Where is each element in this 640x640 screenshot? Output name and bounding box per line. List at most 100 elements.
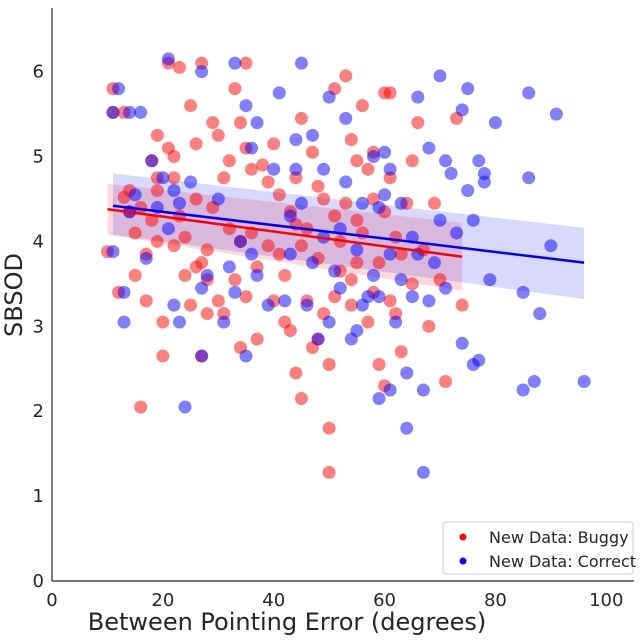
data-point (245, 141, 259, 155)
data-point (200, 243, 214, 257)
data-point (239, 349, 253, 363)
data-point (433, 69, 447, 83)
data-point (339, 69, 353, 83)
data-point (289, 162, 303, 176)
data-point (134, 105, 148, 119)
data-point (361, 162, 375, 176)
data-point (250, 332, 264, 346)
data-point (300, 298, 314, 312)
y-tick-label: 2 (33, 401, 44, 422)
data-point (112, 82, 126, 96)
data-point (400, 366, 414, 380)
data-point (233, 116, 247, 130)
data-point (350, 243, 364, 257)
data-point (167, 239, 181, 253)
data-point (394, 247, 408, 261)
data-point (383, 247, 397, 261)
data-point (372, 358, 386, 372)
data-point (228, 273, 242, 287)
data-point (289, 133, 303, 147)
data-point (577, 375, 591, 389)
data-point (361, 315, 375, 329)
data-point (350, 324, 364, 338)
data-point (106, 245, 120, 259)
data-point (167, 298, 181, 312)
data-point (461, 184, 475, 198)
data-point (189, 192, 203, 206)
data-point (394, 273, 408, 287)
data-point (317, 162, 331, 176)
data-point (372, 290, 386, 304)
data-point (178, 230, 192, 244)
data-point (117, 285, 131, 299)
data-point (211, 128, 225, 142)
data-point (222, 154, 236, 168)
y-tick-label: 5 (33, 147, 44, 168)
data-point (128, 226, 142, 240)
data-point (250, 116, 264, 130)
data-point (283, 209, 297, 223)
data-point (178, 400, 192, 414)
data-point (378, 188, 392, 202)
data-point (222, 260, 236, 274)
regression-line (112, 204, 585, 264)
data-point (239, 56, 253, 70)
data-point (228, 56, 242, 70)
data-point (322, 421, 336, 435)
data-point (339, 111, 353, 125)
data-point (195, 256, 209, 270)
data-point (311, 179, 325, 193)
data-point (228, 285, 242, 299)
legend-marker-correct (459, 557, 467, 565)
data-point (200, 307, 214, 321)
data-point (466, 213, 480, 227)
data-point (145, 154, 159, 168)
data-point (211, 294, 225, 308)
data-point (372, 256, 386, 270)
data-point (439, 154, 453, 168)
data-point (117, 315, 131, 329)
data-point (416, 465, 430, 479)
legend: New Data: Buggy New Data: Correct (442, 521, 636, 575)
data-point (405, 154, 419, 168)
data-point (516, 383, 530, 397)
data-point (455, 336, 469, 350)
data-point (261, 298, 275, 312)
data-point (306, 128, 320, 142)
data-point (172, 60, 186, 74)
data-point (433, 213, 447, 227)
y-tick-label: 6 (33, 62, 44, 83)
x-tick-label: 0 (46, 590, 57, 611)
legend-label-correct: New Data: Correct (489, 552, 636, 571)
y-tick-label: 4 (33, 231, 44, 252)
tick-labels: 0 20 40 60 80 100 0 1 2 3 4 5 6 (33, 62, 624, 611)
data-point (355, 196, 369, 210)
data-point (245, 162, 259, 176)
legend-box (442, 521, 634, 575)
data-point (261, 239, 275, 253)
data-point (394, 196, 408, 210)
data-point (156, 349, 170, 363)
data-point (461, 82, 475, 96)
data-point (156, 171, 170, 185)
data-point (378, 145, 392, 159)
data-point (411, 90, 425, 104)
x-tick-label: 40 (262, 590, 285, 611)
data-point (450, 226, 464, 240)
legend-marker-buggy (459, 533, 467, 541)
data-point (427, 256, 441, 270)
y-tick-label: 1 (33, 486, 44, 507)
data-point (167, 184, 181, 198)
data-point (239, 99, 253, 113)
data-point (184, 99, 198, 113)
data-point (516, 285, 530, 299)
data-point (411, 116, 425, 130)
data-point (527, 375, 541, 389)
data-point (328, 264, 342, 278)
data-point (184, 298, 198, 312)
data-point (172, 315, 186, 329)
data-point (394, 345, 408, 359)
data-point (372, 200, 386, 214)
data-point (161, 52, 175, 66)
data-point (366, 268, 380, 282)
